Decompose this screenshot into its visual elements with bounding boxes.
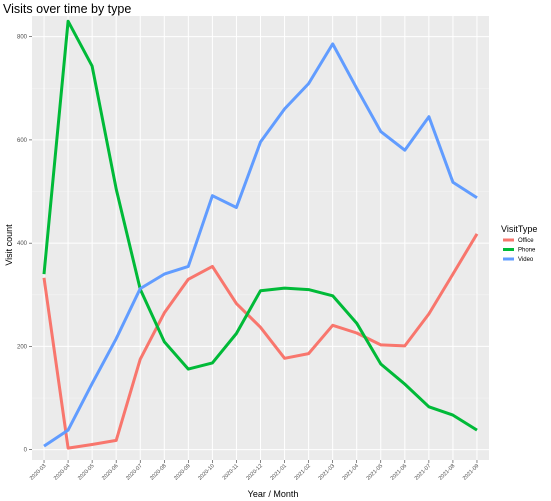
x-tick-label: 2020-03 [29, 463, 48, 482]
x-axis-title: Year / Month [248, 489, 299, 499]
grid-lines [32, 16, 489, 460]
series-lines [42, 19, 479, 450]
x-tick-label: 2020-08 [149, 463, 168, 482]
x-tick-label: 2020-11 [222, 463, 240, 481]
legend: VisitType Office Phone Video [501, 224, 537, 263]
x-tick-label: 2021-09 [462, 463, 481, 482]
x-tick-label: 2021-08 [438, 463, 457, 482]
y-tick-label: 600 [17, 138, 28, 144]
x-tick-label: 2021-06 [390, 463, 409, 482]
x-tick-label: 2020-04 [53, 463, 72, 482]
series-line-office [42, 233, 479, 450]
series-line-phone [42, 19, 478, 432]
x-tick-label: 2020-10 [197, 463, 216, 482]
x-tick-label: 2021-07 [414, 463, 433, 482]
series-line-video [43, 42, 478, 448]
legend-label: Phone [518, 248, 536, 254]
legend-title: VisitType [501, 224, 537, 234]
y-tick-label: 200 [17, 344, 28, 350]
chart-title: Visits over time by type [3, 2, 131, 16]
y-axis-title: Visit count [4, 224, 14, 266]
x-tick-label: 2021-03 [318, 463, 337, 482]
legend-label: Video [518, 257, 534, 263]
x-tick-label: 2021-02 [294, 463, 313, 482]
x-axis-ticks: 2020-03 2020-04 2020-05 2020-06 2020-07 2020-… [29, 460, 480, 482]
x-tick-label: 2021-05 [366, 463, 385, 482]
y-tick-label: 800 [17, 35, 28, 41]
x-tick-label: 2020-12 [245, 463, 264, 482]
x-tick-label: 2020-07 [125, 463, 144, 482]
x-tick-label: 2020-06 [101, 463, 120, 482]
x-tick-label: 2021-01 [269, 463, 288, 482]
x-tick-label: 2021-04 [342, 463, 361, 482]
x-tick-label: 2020-05 [77, 463, 96, 482]
y-tick-label: 400 [17, 241, 28, 247]
x-tick-label: 2020-09 [173, 463, 192, 482]
legend-label: Office [518, 238, 534, 244]
y-tick-label: 0 [24, 448, 28, 454]
y-axis-ticks: 0 200 400 600 800 [17, 35, 32, 454]
